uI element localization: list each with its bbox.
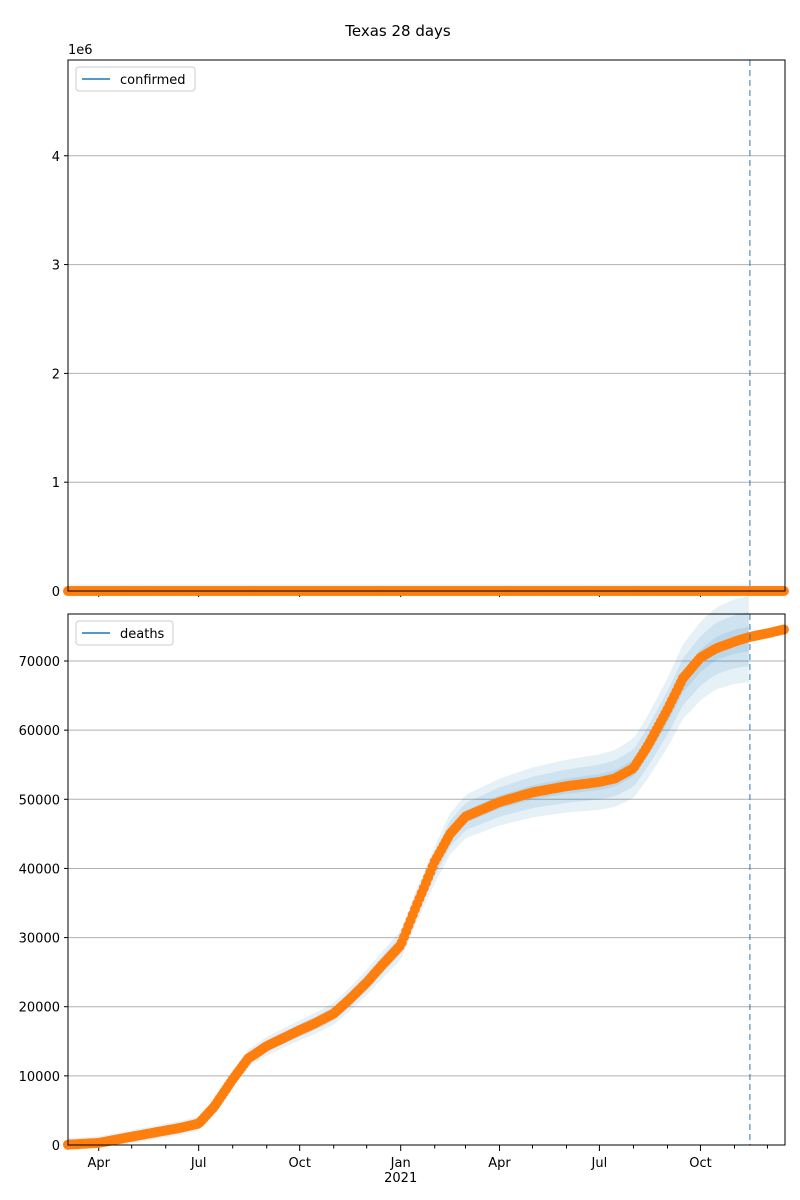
observed-point <box>778 624 789 635</box>
x-tick-label: Jul <box>190 1156 207 1171</box>
y-tick-label: 4 <box>52 150 60 165</box>
y-tick-label: 10000 <box>19 1070 60 1085</box>
uncertainty-band <box>68 612 749 1145</box>
x-tick-label: Oct <box>288 1156 310 1171</box>
x-tick-label: Apr <box>488 1156 511 1171</box>
y-tick-label: 50000 <box>19 793 60 808</box>
y-tick-label: 40000 <box>19 862 60 877</box>
x-tick-label: Jan <box>390 1156 411 1171</box>
uncertainty-band <box>68 626 749 1145</box>
x-tick-label: Oct <box>689 1156 711 1171</box>
y-tick-label: 1 <box>52 476 60 491</box>
figure-title: Texas 28 days <box>344 22 451 40</box>
legend: confirmed <box>75 66 196 92</box>
deaths-panel: 0 10000 20000 30000 40000 50000 60000 70000 deat… <box>19 596 789 1154</box>
x-year-label: 2021 <box>384 1171 417 1186</box>
y-tick-label: 70000 <box>19 655 60 670</box>
y-tick-label: 2 <box>52 367 60 382</box>
offset-label: 1e6 <box>68 43 93 58</box>
legend-label: deaths <box>120 627 165 642</box>
uncertainty-band <box>68 596 749 1145</box>
x-tick-label: Apr <box>87 1156 110 1171</box>
confirmed-panel: 0 1 2 3 4 1e6 confirmed <box>52 43 789 600</box>
x-axis: Apr Jul Oct Jan Apr Jul Oct 2021 <box>87 1156 711 1186</box>
legend-label: confirmed <box>120 73 186 88</box>
y-tick-label: 20000 <box>19 1001 60 1016</box>
y-tick-label: 0 <box>52 1139 60 1154</box>
axes-frame <box>67 613 786 1146</box>
y-tick-label: 30000 <box>19 932 60 947</box>
y-tick-label: 60000 <box>19 724 60 739</box>
y-tick-label: 3 <box>52 259 60 274</box>
axes-frame <box>67 59 786 592</box>
legend: deaths <box>75 620 174 646</box>
model-line <box>67 638 751 1146</box>
y-tick-label: 0 <box>52 585 60 600</box>
legend-box <box>75 620 174 646</box>
x-tick-label: Jul <box>591 1156 608 1171</box>
legend-box <box>75 66 196 92</box>
